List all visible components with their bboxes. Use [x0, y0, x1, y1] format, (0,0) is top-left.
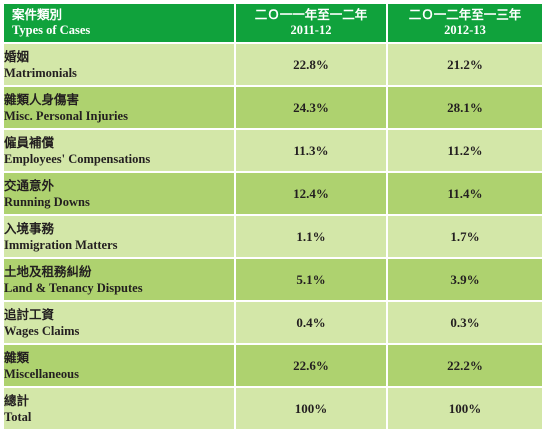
- table-row: 入境事務 Immigration Matters 1.1% 1.7%: [2, 214, 544, 259]
- value-2011-12: 100%: [234, 386, 388, 431]
- case-type-en: Miscellaneous: [4, 366, 79, 381]
- value-2012-13: 21.2%: [386, 42, 544, 87]
- case-type-zh: 入境事務: [4, 221, 55, 236]
- case-type-cell: 僱員補償 Employees' Compensations: [2, 128, 236, 173]
- case-type-zh: 婚姻: [4, 49, 30, 64]
- table-row: 僱員補償 Employees' Compensations 11.3% 11.2…: [2, 128, 544, 173]
- value-2012-13: 3.9%: [386, 257, 544, 302]
- header-category-en: Types of Cases: [12, 23, 91, 37]
- header-year-2011-12: 二Ｏ一一年至一二年 2011-12: [234, 2, 388, 44]
- value-2012-13: 22.2%: [386, 343, 544, 388]
- header-year1-zh: 二Ｏ一一年至一二年: [254, 8, 368, 22]
- case-type-en: Total: [4, 409, 32, 424]
- value-2011-12: 0.4%: [234, 300, 388, 345]
- case-type-en: Running Downs: [4, 194, 90, 209]
- case-type-en: Immigration Matters: [4, 237, 118, 252]
- case-type-zh: 追討工資: [4, 307, 55, 322]
- value-2011-12: 12.4%: [234, 171, 388, 216]
- value-2012-13: 11.2%: [386, 128, 544, 173]
- value-2011-12: 22.6%: [234, 343, 388, 388]
- case-type-zh: 僱員補償: [4, 135, 55, 150]
- case-type-en: Land & Tenancy Disputes: [4, 280, 143, 295]
- case-type-cell: 婚姻 Matrimonials: [2, 42, 236, 87]
- case-type-zh: 總計: [4, 393, 30, 408]
- case-type-cell: 追討工資 Wages Claims: [2, 300, 236, 345]
- table-row: 雜類人身傷害 Misc. Personal Injuries 24.3% 28.…: [2, 85, 544, 130]
- table-row: 雜類 Miscellaneous 22.6% 22.2%: [2, 343, 544, 388]
- table-row: 追討工資 Wages Claims 0.4% 0.3%: [2, 300, 544, 345]
- case-type-zh: 土地及租務糾紛: [4, 264, 92, 279]
- value-2011-12: 22.8%: [234, 42, 388, 87]
- header-category: 案件類別 Types of Cases: [2, 2, 236, 44]
- case-type-cell: 雜類 Miscellaneous: [2, 343, 236, 388]
- case-type-en: Matrimonials: [4, 65, 77, 80]
- value-2011-12: 24.3%: [234, 85, 388, 130]
- header-year2-zh: 二Ｏ一二年至一三年: [408, 8, 522, 22]
- header-year-2012-13: 二Ｏ一二年至一三年 2012-13: [386, 2, 544, 44]
- header-category-zh: 案件類別: [12, 8, 63, 22]
- value-2012-13: 1.7%: [386, 214, 544, 259]
- case-type-zh: 雜類人身傷害: [4, 92, 80, 107]
- table-header-row: 案件類別 Types of Cases 二Ｏ一一年至一二年 2011-12 二Ｏ…: [2, 2, 544, 44]
- case-type-en: Wages Claims: [4, 323, 80, 338]
- value-2012-13: 28.1%: [386, 85, 544, 130]
- case-type-cell: 入境事務 Immigration Matters: [2, 214, 236, 259]
- value-2012-13: 11.4%: [386, 171, 544, 216]
- case-type-cell: 總計 Total: [2, 386, 236, 431]
- value-2011-12: 1.1%: [234, 214, 388, 259]
- header-year2: 2012-13: [444, 23, 486, 37]
- table-row: 交通意外 Running Downs 12.4% 11.4%: [2, 171, 544, 216]
- value-2011-12: 11.3%: [234, 128, 388, 173]
- value-2011-12: 5.1%: [234, 257, 388, 302]
- case-type-en: Employees' Compensations: [4, 151, 151, 166]
- case-type-zh: 雜類: [4, 350, 30, 365]
- table-row-total: 總計 Total 100% 100%: [2, 386, 544, 431]
- table-row: 土地及租務糾紛 Land & Tenancy Disputes 5.1% 3.9…: [2, 257, 544, 302]
- table-row: 婚姻 Matrimonials 22.8% 21.2%: [2, 42, 544, 87]
- case-type-cell: 雜類人身傷害 Misc. Personal Injuries: [2, 85, 236, 130]
- case-type-cell: 交通意外 Running Downs: [2, 171, 236, 216]
- case-type-en: Misc. Personal Injuries: [4, 108, 128, 123]
- case-type-cell: 土地及租務糾紛 Land & Tenancy Disputes: [2, 257, 236, 302]
- value-2012-13: 100%: [386, 386, 544, 431]
- case-type-zh: 交通意外: [4, 178, 55, 193]
- header-year1: 2011-12: [290, 23, 332, 37]
- value-2012-13: 0.3%: [386, 300, 544, 345]
